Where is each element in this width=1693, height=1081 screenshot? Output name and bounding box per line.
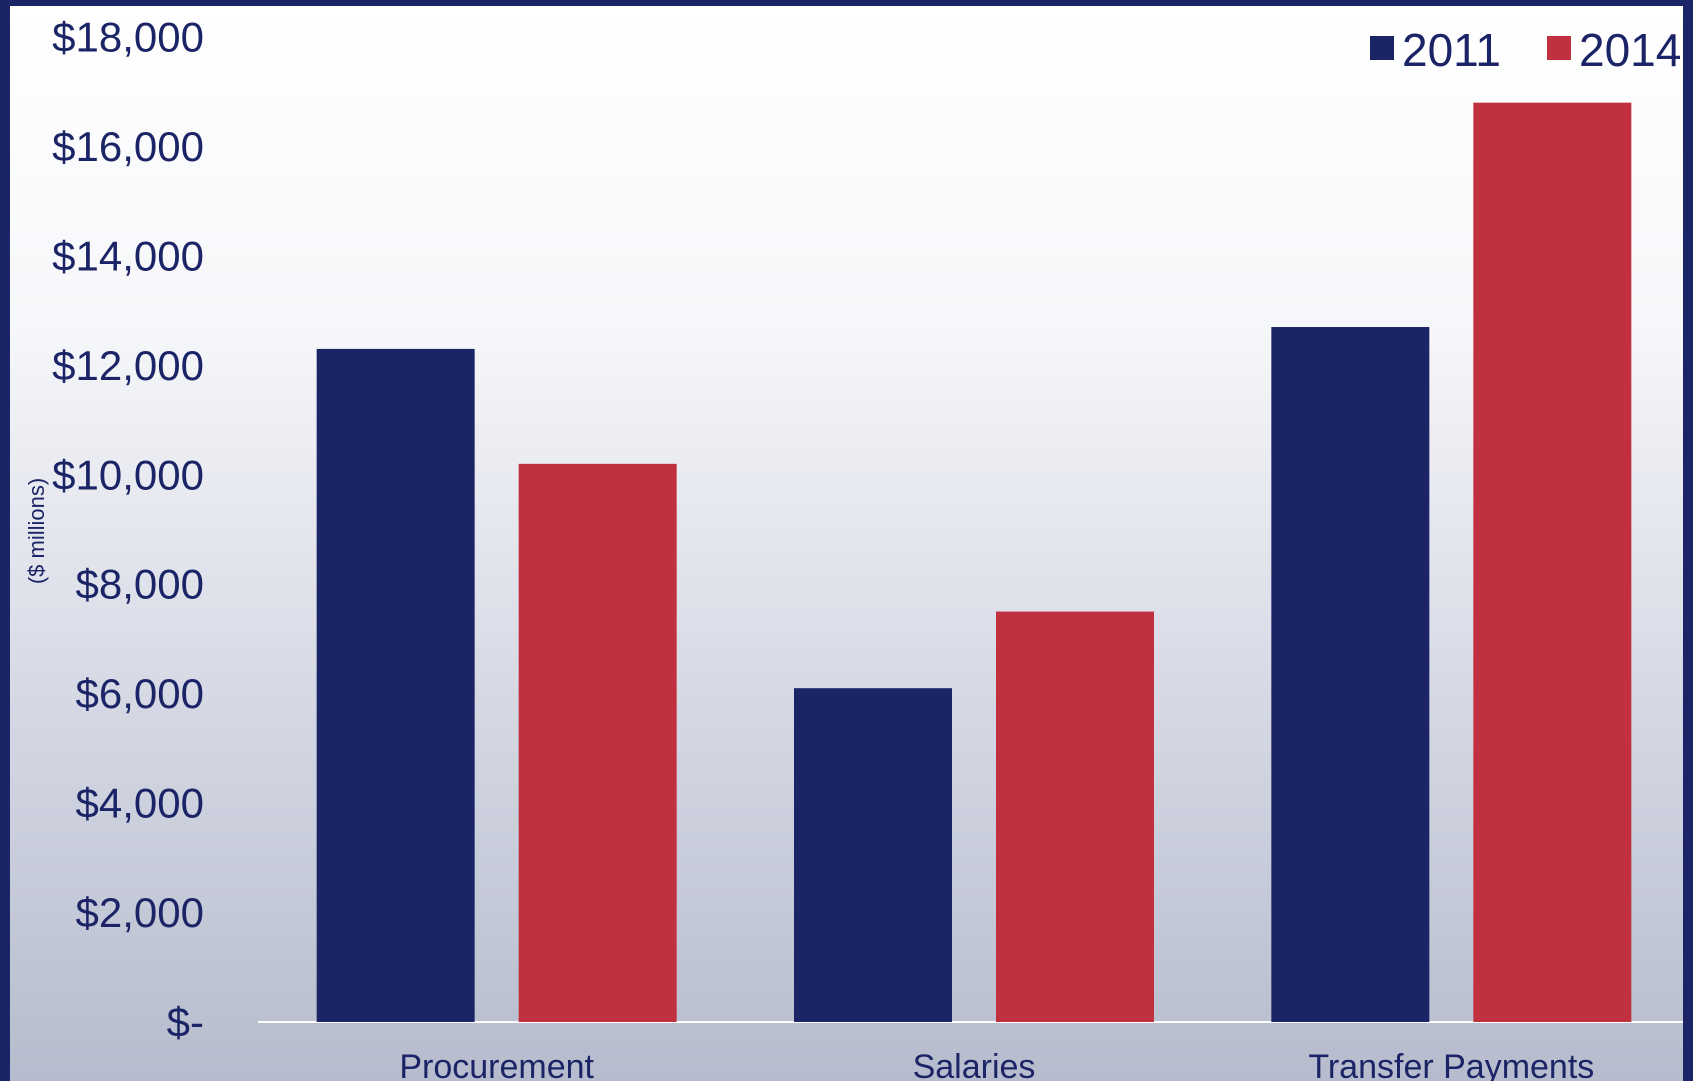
axes: $- $2,000 $4,000 $6,000 $8,000 $10,000 $12,000… — [24, 14, 1683, 1081]
y-tick-label: $16,000 — [52, 123, 204, 170]
bar-salaries-2011 — [794, 688, 952, 1022]
bar-chart: $- $2,000 $4,000 $6,000 $8,000 $10,000 $12,000… — [24, 14, 1683, 1081]
y-tick-label: $18,000 — [52, 14, 204, 61]
bar-salaries-2014 — [996, 611, 1154, 1022]
y-tick-label: $14,000 — [52, 232, 204, 279]
bars — [316, 102, 1632, 1023]
y-tick-label: $6,000 — [76, 670, 204, 717]
legend-label: 2011 — [1402, 24, 1501, 76]
y-tick-label: $- — [167, 999, 204, 1046]
y-tick-label: $2,000 — [76, 889, 204, 936]
x-category-label: Transfer Payments — [1308, 1048, 1594, 1081]
legend-label: 2014 — [1579, 24, 1681, 76]
y-tick-label: $4,000 — [76, 780, 204, 827]
y-tick-label: $8,000 — [76, 561, 204, 608]
bar-procurement-2011 — [316, 348, 475, 1023]
x-category-label: Procurement — [399, 1048, 594, 1081]
legend-swatch — [1370, 36, 1394, 60]
x-category-label: Salaries — [913, 1048, 1036, 1081]
bar-transfer-payments-2011 — [1271, 327, 1430, 1022]
bar-transfer-payments-2014 — [1473, 102, 1632, 1022]
y-tick-label: $10,000 — [52, 451, 204, 498]
y-axis-label: ($ millions) — [24, 478, 49, 584]
bar-procurement-2014 — [518, 463, 677, 1022]
legend: 2011 2014 — [1370, 24, 1681, 76]
legend-swatch — [1547, 36, 1571, 60]
y-tick-label: $12,000 — [52, 342, 204, 389]
